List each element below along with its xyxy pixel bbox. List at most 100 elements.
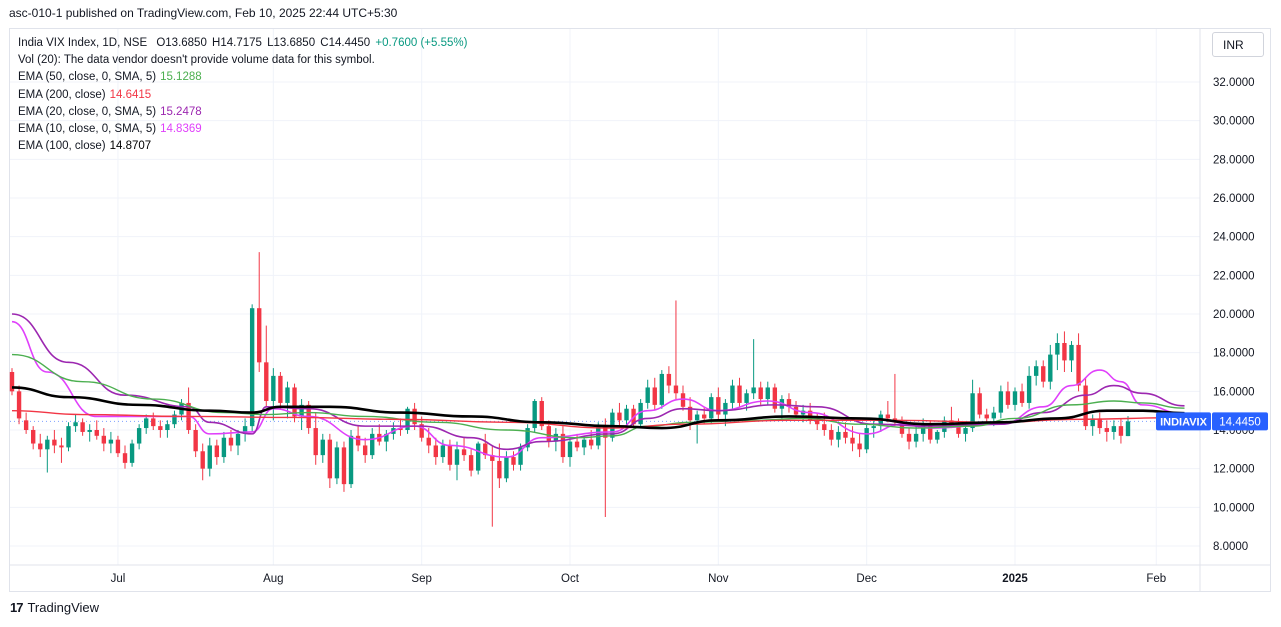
candle-body <box>426 437 431 446</box>
legend-high: H14.7175 <box>212 37 262 49</box>
candle-body <box>136 428 142 444</box>
y-tick-label: 8.0000 <box>1213 541 1248 553</box>
candle-body <box>200 451 205 469</box>
candle-body <box>362 445 368 456</box>
price-badge-value: 14.4450 <box>1219 416 1261 428</box>
candle-body <box>327 439 333 479</box>
candle-body <box>122 453 128 463</box>
candle-body <box>87 430 92 432</box>
candle-body <box>31 430 36 444</box>
x-tick-label: Sep <box>411 573 431 585</box>
candle-body <box>348 435 354 485</box>
indicator-legend-row[interactable]: EMA (10, close, 0, SMA, 5) 14.8369 <box>18 121 469 138</box>
candle-body <box>687 406 693 421</box>
y-tick-label: 12.0000 <box>1213 464 1255 476</box>
candle-body <box>977 393 982 415</box>
chart-panel[interactable] <box>9 28 1271 592</box>
candle-body <box>991 412 996 419</box>
candle-body <box>751 387 756 394</box>
candle-body <box>659 373 665 405</box>
candle-body <box>419 424 424 438</box>
candle-body <box>525 428 530 448</box>
candle-body <box>836 431 841 440</box>
candle-body <box>292 387 297 417</box>
candle-body <box>235 433 241 446</box>
symbol-badge <box>1156 412 1211 431</box>
y-tick-label: 26.0000 <box>1213 193 1255 205</box>
candle-body <box>1012 391 1018 405</box>
candle-body <box>1055 343 1060 355</box>
candle-body <box>843 431 848 438</box>
candle-body <box>822 424 827 430</box>
candle-body <box>433 445 438 458</box>
legend-low: L13.6850 <box>267 37 316 49</box>
indicator-value: 14.8707 <box>109 140 152 153</box>
symbol-title[interactable]: India VIX Index, 1D, NSE <box>18 37 148 49</box>
indicator-legend-row[interactable]: EMA (100, close) 14.8707 <box>18 138 469 155</box>
indicator-label: EMA (20, close, 0, SMA, 5) <box>18 105 157 118</box>
candle-body <box>539 401 544 427</box>
indicator-legend-row[interactable]: EMA (50, close, 0, SMA, 5) 15.1288 <box>18 69 469 86</box>
candle-body <box>737 385 742 403</box>
candle-body <box>398 428 403 430</box>
candle-body <box>786 399 792 407</box>
candle-body <box>1104 428 1109 432</box>
footer-brand-text: TradingView <box>27 600 100 615</box>
candle-body <box>928 424 933 440</box>
candle-body <box>214 445 220 458</box>
candle-body <box>249 308 255 427</box>
legend-change: +0.7600 (+5.55%) <box>375 37 468 49</box>
candle-body <box>144 418 149 429</box>
candle-body <box>299 404 304 417</box>
currency-selector[interactable]: INR <box>1212 32 1264 57</box>
indicator-legend-row[interactable]: EMA (20, close, 0, SMA, 5) 15.2478 <box>18 104 469 121</box>
x-tick-label: Oct <box>561 573 580 585</box>
candle-body <box>815 420 820 425</box>
candle-body <box>94 430 99 436</box>
candle-body <box>1041 366 1046 382</box>
candle-body <box>341 447 347 485</box>
candle-body <box>589 439 594 446</box>
candle-body <box>101 435 107 444</box>
candle-body <box>709 397 714 419</box>
candle-body <box>257 308 262 363</box>
candle-body <box>857 443 862 450</box>
candle-body <box>864 428 869 450</box>
candle-body <box>920 424 926 434</box>
candle-body <box>158 426 163 430</box>
y-tick-label: 24.0000 <box>1213 232 1255 244</box>
candle-body <box>829 430 834 440</box>
ema-line <box>11 386 1185 430</box>
indicator-legend-row[interactable]: EMA (200, close) 14.6415 <box>18 87 469 104</box>
volume-legend-row[interactable]: Vol (20): The data vendor doesn't provid… <box>18 54 375 67</box>
candle-body <box>278 375 283 403</box>
candle-body <box>271 375 276 401</box>
candle-body <box>242 426 248 434</box>
candle-body <box>518 447 523 465</box>
candle-body <box>1111 426 1117 432</box>
candle-body <box>447 445 453 465</box>
candle-body <box>744 393 749 403</box>
candle-body <box>497 460 502 479</box>
candle-body <box>440 445 446 458</box>
candle-body <box>1048 354 1053 382</box>
candle-body <box>151 418 156 427</box>
symbol-legend-row[interactable]: India VIX Index, 1D, NSE O13.6850 H14.71… <box>18 35 469 52</box>
candle-body <box>673 385 679 394</box>
candle-body <box>694 414 700 421</box>
x-tick-label: Feb <box>1146 573 1166 585</box>
candle-body <box>483 443 488 456</box>
candle-body <box>652 387 657 405</box>
y-tick-label: 30.0000 <box>1213 116 1255 128</box>
candle-body <box>567 441 573 458</box>
candle-body <box>475 443 481 471</box>
candle-body <box>913 433 919 442</box>
candle-body <box>115 439 121 454</box>
x-tick-label: Dec <box>856 573 877 585</box>
candle-body <box>645 387 650 403</box>
indicator-label: EMA (100, close) <box>18 140 106 153</box>
candle-body <box>165 424 170 430</box>
candle-body <box>617 412 622 421</box>
candle-body <box>511 457 516 465</box>
